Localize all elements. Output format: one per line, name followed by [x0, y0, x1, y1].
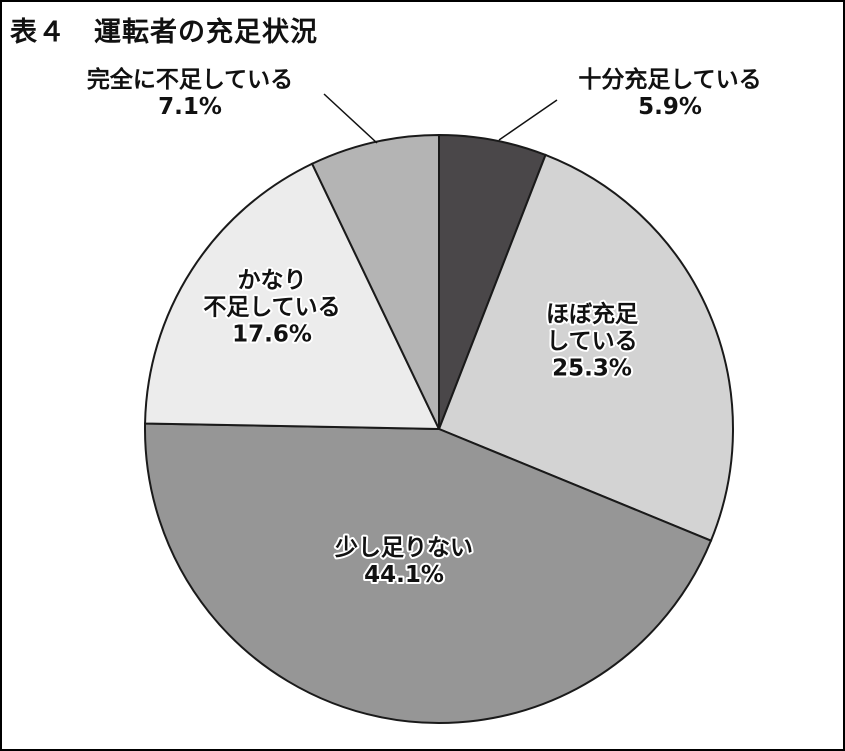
slice-name-label-4: かなり	[238, 268, 307, 294]
pie-slices	[144, 133, 734, 724]
slice-value-label-4: 17.6%	[232, 322, 312, 348]
pie-slice-4	[144, 162, 441, 431]
pie-slice-2	[437, 153, 734, 542]
slice-name-label-2: している	[546, 329, 637, 355]
pie-slice-3	[144, 422, 713, 724]
slice-value-label-1: 5.9%	[638, 94, 702, 120]
pie-slice-5	[310, 133, 440, 430]
leader-lines	[323, 93, 558, 144]
slice-name-label-2: ほぼ充足	[546, 301, 638, 328]
slice-name-label-1: 十分充足している	[578, 66, 761, 93]
slice-value-label-3: 44.1%	[364, 562, 444, 588]
slice-name-label-4: 不足している	[203, 295, 340, 321]
leader-line-5	[323, 93, 378, 144]
slice-name-label-3: 少し足りない	[334, 535, 473, 561]
slice-value-label-5: 7.1%	[158, 94, 222, 120]
chart-title: 表４ 運転者の充足状況	[10, 17, 318, 48]
slice-name-label-5: 完全に不足している	[87, 66, 293, 93]
slice-value-label-2: 25.3%	[552, 356, 632, 382]
leader-line-1	[498, 99, 558, 141]
